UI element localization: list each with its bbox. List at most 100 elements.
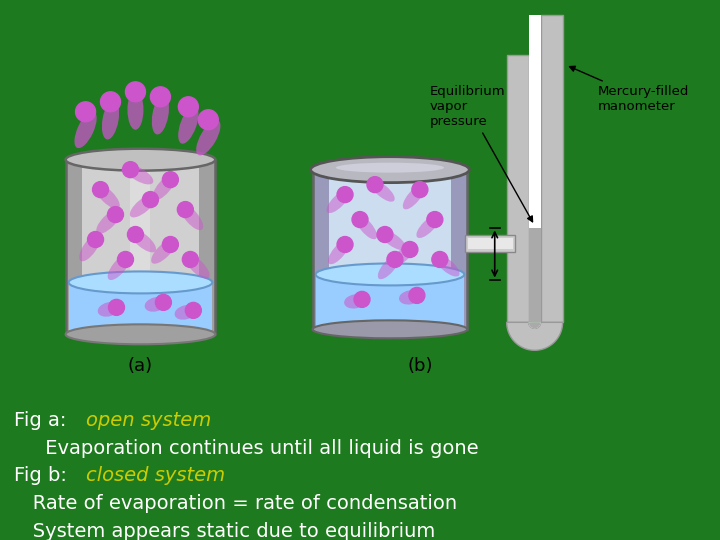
Bar (465, 234, 515, 253)
Bar (312, 170, 467, 329)
Ellipse shape (79, 234, 100, 261)
Circle shape (117, 252, 133, 267)
Circle shape (337, 237, 353, 253)
Ellipse shape (98, 302, 120, 316)
Circle shape (367, 177, 383, 193)
Bar (315, 274, 464, 329)
Circle shape (177, 201, 194, 218)
Ellipse shape (336, 163, 444, 173)
Wedge shape (528, 322, 541, 328)
Polygon shape (507, 322, 562, 350)
Text: closed system: closed system (86, 465, 225, 484)
Text: open system: open system (86, 411, 211, 430)
Circle shape (109, 299, 125, 315)
Bar (507, 55, 528, 322)
Circle shape (127, 227, 143, 242)
Text: (a): (a) (128, 357, 153, 375)
Circle shape (432, 252, 448, 267)
Ellipse shape (327, 190, 349, 213)
Bar (541, 15, 562, 322)
Bar (468, 238, 513, 249)
Bar (66, 160, 215, 334)
Circle shape (150, 87, 171, 107)
Ellipse shape (356, 215, 377, 239)
Bar (528, 15, 541, 322)
Circle shape (427, 212, 443, 227)
Ellipse shape (181, 204, 203, 230)
Ellipse shape (74, 111, 96, 148)
Ellipse shape (312, 320, 467, 339)
Ellipse shape (378, 255, 399, 279)
Ellipse shape (196, 120, 220, 156)
Ellipse shape (416, 215, 439, 238)
Ellipse shape (130, 194, 156, 218)
Circle shape (387, 252, 403, 267)
Circle shape (377, 227, 393, 242)
Ellipse shape (371, 180, 395, 202)
Circle shape (198, 110, 218, 130)
Text: Fig a:: Fig a: (14, 411, 79, 430)
Ellipse shape (102, 100, 119, 139)
Ellipse shape (68, 272, 212, 293)
Circle shape (143, 192, 158, 207)
Circle shape (76, 102, 96, 122)
Ellipse shape (95, 185, 120, 209)
Bar (68, 282, 212, 334)
Circle shape (185, 302, 202, 319)
Ellipse shape (151, 239, 176, 264)
Circle shape (179, 97, 198, 117)
Ellipse shape (130, 230, 156, 252)
Ellipse shape (174, 305, 196, 320)
Ellipse shape (66, 148, 215, 171)
Ellipse shape (402, 185, 424, 210)
Ellipse shape (310, 157, 469, 183)
Ellipse shape (108, 254, 130, 280)
Ellipse shape (328, 240, 349, 264)
Ellipse shape (315, 264, 464, 286)
Ellipse shape (344, 294, 366, 308)
Circle shape (352, 212, 368, 227)
Bar (312, 170, 467, 329)
Text: Rate of evaporation = rate of condensation: Rate of evaporation = rate of condensati… (14, 494, 457, 513)
Text: Mercury-filled
manometer: Mercury-filled manometer (570, 66, 689, 113)
Bar (66, 160, 215, 334)
Circle shape (337, 187, 353, 202)
Ellipse shape (125, 165, 153, 184)
Bar (130, 160, 150, 334)
Bar (528, 55, 541, 322)
Circle shape (409, 287, 425, 303)
Ellipse shape (152, 95, 169, 134)
Bar (451, 170, 467, 329)
Text: (b): (b) (407, 357, 433, 375)
Circle shape (156, 294, 171, 310)
Ellipse shape (127, 90, 143, 130)
Ellipse shape (380, 231, 406, 250)
Circle shape (163, 237, 179, 253)
Circle shape (107, 207, 124, 222)
Circle shape (125, 82, 145, 102)
Ellipse shape (436, 255, 459, 276)
Circle shape (122, 161, 138, 178)
Circle shape (402, 241, 418, 258)
Ellipse shape (96, 210, 121, 234)
Ellipse shape (68, 325, 212, 343)
Ellipse shape (185, 254, 210, 279)
Circle shape (88, 232, 104, 247)
Wedge shape (528, 322, 541, 328)
Bar (528, 280, 541, 322)
Bar (528, 227, 541, 322)
Circle shape (182, 252, 198, 267)
Ellipse shape (153, 174, 176, 200)
Circle shape (412, 181, 428, 198)
Ellipse shape (399, 291, 420, 305)
Bar (66, 160, 81, 334)
Ellipse shape (145, 297, 166, 312)
Ellipse shape (179, 106, 199, 144)
Text: Evaporation continues until all liquid is gone: Evaporation continues until all liquid i… (14, 440, 479, 458)
Bar (528, 280, 541, 322)
Text: System appears static due to equilibrium: System appears static due to equilibrium (14, 522, 436, 540)
Text: Equilibrium
vapor
pressure: Equilibrium vapor pressure (430, 85, 533, 222)
Ellipse shape (315, 320, 464, 339)
Text: Fig b:: Fig b: (14, 465, 79, 484)
Circle shape (354, 292, 370, 307)
